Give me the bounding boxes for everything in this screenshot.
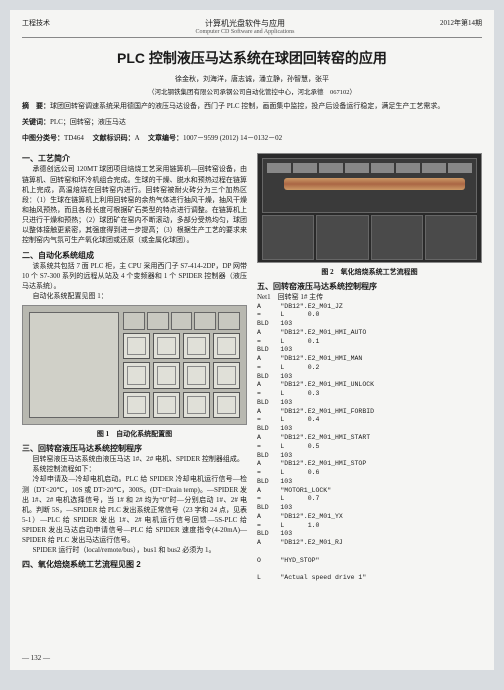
section-3-para-4: SPIDER 运行时（local/remote/bus），bus1 和 bus2… — [22, 545, 247, 555]
figure-1-box — [183, 392, 210, 418]
figure-2-top — [262, 158, 477, 213]
figure-1-box — [183, 362, 210, 388]
figure-1-box — [213, 362, 240, 388]
header-right: 2012年第14期 — [440, 18, 482, 35]
section-3-heading: 三、回转窑液压马达系统控制程序 — [22, 443, 247, 454]
abstract-label: 摘 要： — [22, 102, 50, 110]
figure-2 — [257, 153, 482, 263]
figure-1-box — [213, 392, 240, 418]
left-column: 一、工艺简介 承德创远公司 120MT 球团项目焙烧工艺采用链箅机—回转窑设备，… — [22, 149, 247, 583]
figure-2-button — [267, 163, 291, 173]
figure-1-box — [213, 333, 240, 359]
figure-2-button — [422, 163, 446, 173]
section-3-para-3: 冷却申请及—冷却电机启动。PLC 给 SPIDER 冷却电机运行信号—检测（DT… — [22, 474, 247, 545]
right-column: 图 2 氧化焙烧系统工艺流程图 五、回转窑液压马达系统控制程序 Net1 回转窑… — [257, 149, 482, 583]
figure-2-panel — [316, 215, 368, 260]
figure-2-button — [396, 163, 420, 173]
doccode: A — [135, 134, 140, 142]
clc-label: 中图分类号： — [22, 134, 64, 142]
figure-2-bottom — [262, 215, 477, 260]
figure-1-right-panel — [123, 312, 240, 418]
figure-2-caption: 图 2 氧化焙烧系统工艺流程图 — [257, 267, 482, 277]
abstract-text: 球团回转窑调速系统采用德国产的液压马达设备，西门子 PLC 控制，画面集中监控，… — [50, 102, 444, 110]
section-5-heading: 五、回转窑液压马达系统控制程序 — [257, 281, 482, 292]
section-1-para-1: 承德创远公司 120MT 球团项目焙烧工艺采用链箅机—回转窑设备，由链箅机、回转… — [22, 164, 247, 245]
journal-name-en: Computer CD Software and Applications — [50, 29, 440, 35]
keywords-label: 关键词： — [22, 118, 50, 126]
articleno: 1007－9599 (2012) 14－0132－02 — [183, 134, 282, 142]
page-number: — 132 — — [22, 654, 50, 662]
journal-name-cn: 计算机光盘软件与应用 — [50, 18, 440, 29]
codes-block: 中图分类号：TD464 文献标识码：A 文章编号：1007－9599 (2012… — [22, 134, 482, 144]
figure-1-tab — [123, 312, 145, 330]
plc-code-listing: A "DB12".E2_M01_JZ = L 0.0 BLD 103 A "DB… — [257, 303, 482, 584]
figure-1-tab — [147, 312, 169, 330]
section-5-sub: Net1 回转窑 1# 主传 — [257, 292, 482, 302]
section-3-para-2: 系统控制流程如下： — [22, 464, 247, 474]
section-2-heading: 二、自动化系统组成 — [22, 250, 247, 261]
clc: TD464 — [64, 134, 84, 142]
figure-2-button — [448, 163, 472, 173]
two-column-body: 一、工艺简介 承德创远公司 120MT 球团项目焙烧工艺采用链箅机—回转窑设备，… — [22, 149, 482, 583]
figure-2-toolbar — [267, 163, 472, 173]
figure-1 — [22, 305, 247, 425]
figure-2-button — [319, 163, 343, 173]
figure-2-button — [371, 163, 395, 173]
kiln-graphic — [284, 178, 465, 190]
section-2-para-2: 自动化系统配置见图 1： — [22, 291, 247, 301]
figure-1-box — [123, 392, 150, 418]
section-4-heading: 四、氧化焙烧系统工艺流程见图 2 — [22, 559, 247, 570]
article-title: PLC 控制液压马达系统在球团回转窑的应用 — [22, 48, 482, 68]
figure-2-panel — [425, 215, 477, 260]
header-center: 计算机光盘软件与应用 Computer CD Software and Appl… — [50, 18, 440, 35]
figure-1-box — [153, 392, 180, 418]
figure-1-tab — [171, 312, 193, 330]
authors: 徐金秋，刘海洋，唐志诚，潘立静，孙智慧，张平 — [22, 74, 482, 84]
figure-1-caption: 图 1 自动化系统配置图 — [22, 429, 247, 439]
section-1-heading: 一、工艺简介 — [22, 153, 247, 164]
abstract-block: 摘 要：球团回转窑调速系统采用德国产的液压马达设备，西门子 PLC 控制，画面集… — [22, 102, 482, 112]
figure-1-tab — [218, 312, 240, 330]
figure-1-box — [123, 362, 150, 388]
figure-1-content — [29, 312, 240, 418]
header-left: 工程技术 — [22, 18, 50, 35]
figure-1-tab — [194, 312, 216, 330]
figure-2-button — [293, 163, 317, 173]
figure-1-box — [153, 333, 180, 359]
keywords-block: 关键词：PLC；回转窑；液压马达 — [22, 118, 482, 128]
section-2-para-1: 该系统共包括 7 面 PLC 柜，主 CPU 采用西门子 S7-414-2DP，… — [22, 261, 247, 291]
figure-1-left-panel — [29, 312, 119, 418]
doccode-label: 文献标识码： — [93, 134, 135, 142]
affiliation: （河北钢铁集团有限公司承钢公司自动化管控中心，河北承德 067102） — [22, 86, 482, 96]
figure-2-panel — [262, 215, 314, 260]
page: 工程技术 计算机光盘软件与应用 Computer CD Software and… — [10, 10, 494, 670]
figure-2-content — [262, 158, 477, 258]
articleno-label: 文章编号： — [148, 134, 183, 142]
figure-1-box — [123, 333, 150, 359]
figure-1-grid — [123, 333, 240, 418]
figure-1-box — [183, 333, 210, 359]
keywords-text: PLC；回转窑；液压马达 — [50, 118, 126, 126]
figure-2-panel — [371, 215, 423, 260]
figure-1-box — [153, 362, 180, 388]
section-3-para-1: 回转窑液压马达系统由液压马达 1#、2# 电机、SPIDER 控制器组成。 — [22, 454, 247, 464]
figure-1-tabs — [123, 312, 240, 330]
figure-2-button — [345, 163, 369, 173]
page-header: 工程技术 计算机光盘软件与应用 Computer CD Software and… — [22, 18, 482, 38]
